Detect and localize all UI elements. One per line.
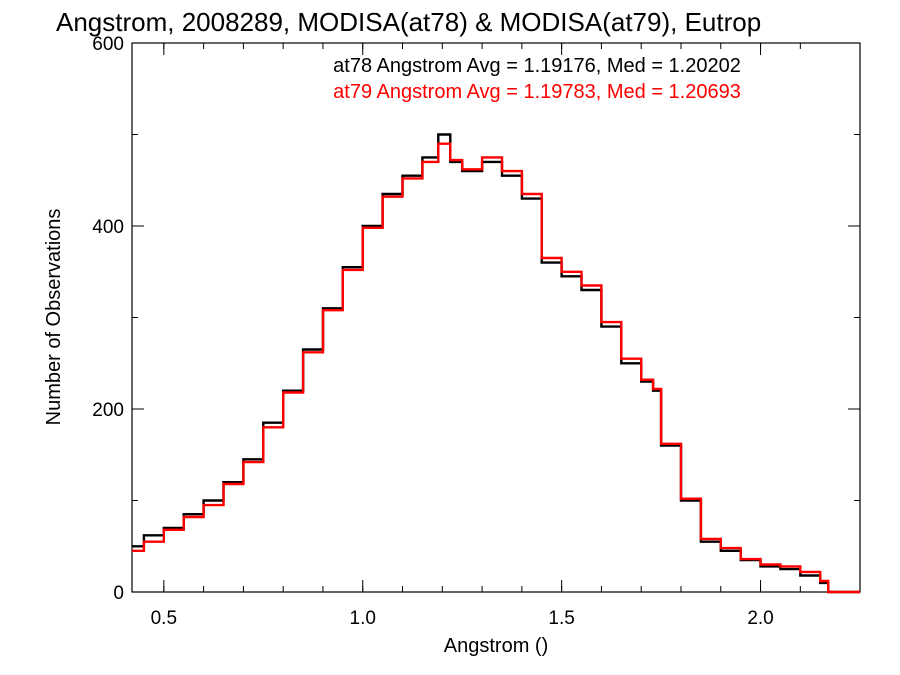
- chart-title: Angstrom, 2008289, MODISA(at78) & MODISA…: [56, 7, 761, 37]
- legend-entry-at78: at78 Angstrom Avg = 1.19176, Med = 1.202…: [333, 55, 741, 77]
- plot-frame: [131, 42, 861, 593]
- legend-entry-at79: at79 Angstrom Avg = 1.19783, Med = 1.206…: [333, 81, 741, 103]
- x-tick-label: 1.0: [350, 608, 376, 629]
- y-axis-label: Number of Observations: [43, 209, 65, 426]
- x-tick-label: 2.0: [747, 608, 773, 629]
- x-tick-label: 1.5: [548, 608, 574, 629]
- y-tick-label: 0: [113, 583, 124, 604]
- y-tick-label: 400: [92, 217, 124, 238]
- x-axis-ticks: 0.5 1.0 1.5 2.0: [151, 43, 801, 629]
- series-at79-line: [132, 142, 860, 594]
- y-tick-label: 200: [92, 400, 124, 421]
- series-at78-line: [132, 133, 860, 594]
- y-tick-label: 600: [92, 34, 124, 55]
- y-axis-ticks: 0 200 400 600: [92, 34, 860, 604]
- x-axis-label: Angstrom (): [444, 635, 548, 657]
- series-group: [132, 133, 860, 594]
- x-tick-label: 0.5: [151, 608, 177, 629]
